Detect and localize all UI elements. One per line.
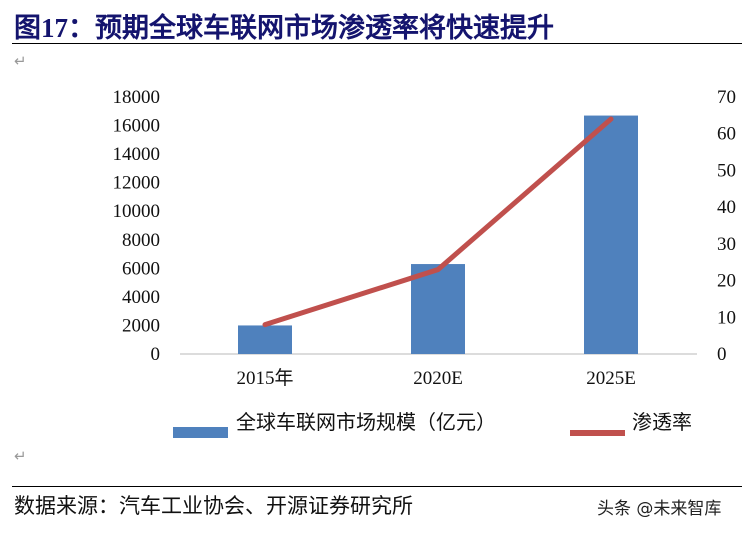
left-axis: 0 2000 4000 6000 8000 10000 12000 14000 16000 180… xyxy=(113,87,161,365)
right-axis: 0 10 20 30 40 50 60 70 xyxy=(717,87,736,365)
right-tick-label: 70 xyxy=(717,87,736,108)
figure-title: 图17：预期全球车联网市场渗透率将快速提升 xyxy=(14,13,554,43)
watermark: 头条 @未来智库 xyxy=(597,499,722,519)
data-source: 数据来源：汽车工业协会、开源证券研究所 xyxy=(14,494,413,518)
right-tick-label: 0 xyxy=(717,344,727,365)
x-axis-labels: 2015年 2020E 2025E xyxy=(236,367,635,389)
bar-series xyxy=(238,115,638,354)
left-tick-label: 2000 xyxy=(122,315,160,336)
bar-2020E xyxy=(411,264,465,354)
right-tick-label: 40 xyxy=(717,197,736,218)
right-tick-label: 50 xyxy=(717,160,736,181)
legend-label-line: 渗透率 xyxy=(632,411,692,434)
right-tick-label: 20 xyxy=(717,271,736,292)
left-tick-label: 14000 xyxy=(113,144,161,165)
footer-divider xyxy=(12,486,742,487)
left-tick-label: 4000 xyxy=(122,287,160,308)
x-tick-label: 2020E xyxy=(413,368,463,389)
left-tick-label: 12000 xyxy=(113,173,161,194)
left-tick-label: 10000 xyxy=(113,201,161,222)
right-tick-label: 60 xyxy=(717,124,736,145)
title-divider xyxy=(12,43,742,44)
line-series-penetration xyxy=(262,116,614,328)
left-tick-label: 16000 xyxy=(113,116,161,137)
bar-2025E xyxy=(584,115,638,354)
left-tick-label: 6000 xyxy=(122,258,160,279)
right-tick-label: 30 xyxy=(717,234,736,255)
bar-2015年 xyxy=(238,325,292,354)
legend-swatch-bar xyxy=(173,427,228,438)
legend-label-bar: 全球车联网市场规模（亿元） xyxy=(236,411,496,434)
legend-swatch-line xyxy=(570,430,625,436)
x-tick-label: 2015年 xyxy=(236,367,293,389)
left-tick-label: 0 xyxy=(151,344,161,365)
left-tick-label: 8000 xyxy=(122,230,160,251)
left-tick-label: 18000 xyxy=(113,87,161,108)
chart: 0 2000 4000 6000 8000 10000 12000 14000 16000 180… xyxy=(113,87,736,438)
x-tick-label: 2025E xyxy=(586,368,636,389)
paragraph-mark-icon: ↵ xyxy=(14,447,27,465)
paragraph-mark-icon: ↵ xyxy=(14,52,27,70)
right-tick-label: 10 xyxy=(717,307,736,328)
